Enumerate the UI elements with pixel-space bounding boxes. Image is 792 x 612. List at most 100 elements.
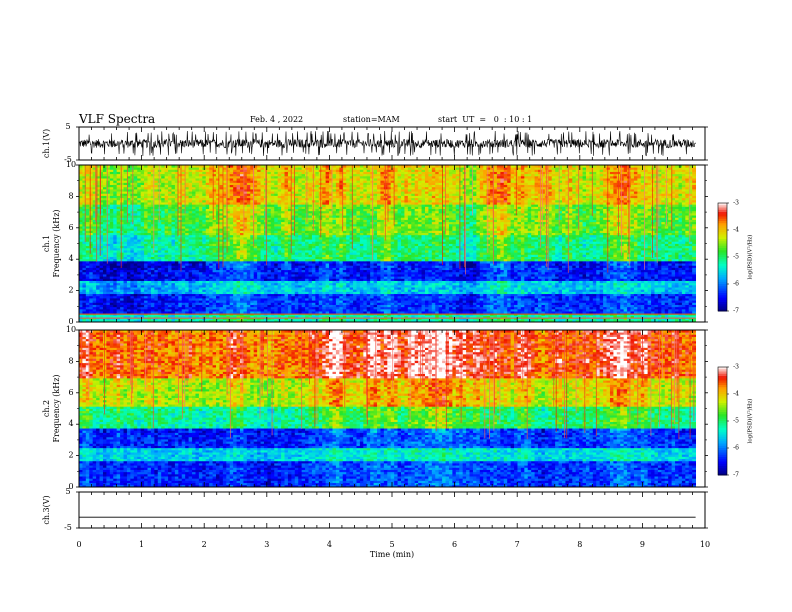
spectrogram-cell — [147, 245, 152, 249]
spectrogram-cell — [212, 180, 217, 183]
spectrogram-cell — [257, 202, 261, 205]
spectrogram-cell — [164, 228, 169, 231]
spectrogram-cell — [192, 300, 196, 303]
spectrogram-cell — [205, 199, 210, 203]
spectrogram-cell — [140, 306, 145, 310]
spectrogram-cell — [154, 308, 159, 312]
spectrogram-cell — [102, 212, 107, 216]
spectrogram-cell — [219, 317, 224, 321]
spectrogram-cell — [126, 306, 131, 310]
spectrogram-cell — [195, 317, 200, 321]
spectrogram-cell — [123, 280, 128, 284]
spectrogram-cell — [150, 197, 155, 201]
spectrogram-cell — [260, 271, 265, 275]
spectrogram-cell — [240, 284, 244, 288]
spectrogram-cell — [137, 302, 142, 305]
spectrogram-cell — [109, 284, 114, 288]
spectrogram-cell — [147, 173, 152, 177]
spectrogram-cell — [195, 167, 200, 170]
spectrogram-cell — [226, 284, 231, 288]
spectrogram-cell — [85, 243, 90, 247]
spectrogram-cell — [226, 232, 231, 236]
spectrogram-cell — [150, 247, 155, 251]
spectrogram-cell — [120, 258, 124, 262]
spectrogram-cell — [161, 304, 166, 308]
spectrogram-cell — [209, 226, 213, 229]
spectrogram-cell — [96, 204, 100, 207]
spectrogram-cell — [92, 175, 97, 179]
spectrogram-cell — [257, 175, 261, 179]
spectrogram-cell — [89, 195, 94, 199]
spectrogram-cell — [154, 195, 159, 199]
spectrogram-cell — [212, 287, 217, 290]
spectrogram-cell — [219, 228, 224, 231]
spectrogram-cell — [109, 175, 114, 179]
spectrogram-cell — [202, 226, 207, 229]
spectrogram-cell — [222, 191, 227, 194]
spectrogram-cell — [260, 252, 265, 255]
spectrogram-cell — [195, 191, 200, 194]
spectrogram-cell — [205, 241, 210, 244]
spectrogram-cell — [195, 284, 200, 288]
spectrogram-cell — [130, 188, 135, 192]
spectrogram-cell — [178, 258, 183, 262]
spectrogram-cell — [216, 180, 220, 183]
spectrogram-cell — [240, 243, 244, 247]
spectrogram-cell — [92, 295, 97, 299]
spectrogram-cell — [260, 250, 265, 253]
spectrogram-cell — [171, 278, 176, 281]
spectrogram-cell — [137, 241, 142, 244]
spectrogram-cell — [133, 221, 138, 225]
spectrogram-cell — [216, 236, 220, 240]
spectrogram-cell — [185, 188, 190, 192]
spectrogram-cell — [130, 210, 135, 214]
spectrogram-cell — [168, 221, 172, 225]
spectrogram-cell — [85, 195, 90, 199]
spectrogram-cell — [147, 252, 152, 255]
spectrogram-cell — [85, 306, 90, 310]
spectrogram-cell — [89, 210, 94, 214]
spectrogram-cell — [216, 228, 220, 231]
spectrogram-cell — [216, 245, 220, 249]
spectrogram-cell — [202, 234, 207, 238]
spectrogram-cell — [219, 308, 224, 312]
spectrogram-cell — [85, 298, 90, 301]
spectrogram-cell — [253, 267, 258, 271]
spectrogram-cell — [209, 298, 213, 301]
spectrogram-cell — [192, 184, 196, 188]
spectrogram-cell — [157, 217, 162, 220]
spectrogram-cell — [229, 267, 234, 271]
spectrogram-cell — [82, 265, 87, 268]
spectrogram-cell — [96, 317, 100, 321]
spectrogram-cell — [82, 278, 87, 281]
spectrogram-cell — [147, 165, 152, 168]
spectrogram-cell — [253, 169, 258, 172]
spectrogram-cell — [144, 250, 148, 253]
spectrogram-cell — [96, 293, 100, 297]
spectrogram-cell — [171, 239, 176, 242]
spectrogram-cell — [79, 219, 83, 223]
spectrogram-cell — [140, 295, 145, 299]
spectrogram-cell — [178, 239, 183, 242]
spectrogram-cell — [126, 269, 131, 273]
spectrogram-cell — [130, 204, 135, 207]
spectrogram-cell — [198, 236, 203, 240]
spectrogram-cell — [79, 165, 83, 168]
spectrogram-cell — [102, 167, 107, 170]
spectrogram-cell — [181, 188, 186, 192]
spectrogram-cell — [109, 282, 114, 286]
spectrogram-cell — [116, 243, 121, 247]
spectrogram-cell — [113, 245, 118, 249]
spectrogram-cell — [192, 317, 196, 321]
spectrogram-cell — [85, 210, 90, 214]
spectrogram-cell — [133, 243, 138, 247]
spectrogram-cell — [168, 278, 172, 281]
spectrogram-cell — [137, 247, 142, 251]
spectrogram-cell — [188, 306, 193, 310]
spectrogram-cell — [250, 276, 255, 279]
spectrogram-cell — [157, 252, 162, 255]
spectrogram-cell — [229, 208, 234, 212]
spectrogram-cell — [178, 311, 183, 314]
spectrogram-cell — [157, 295, 162, 299]
spectrogram-cell — [144, 274, 148, 277]
